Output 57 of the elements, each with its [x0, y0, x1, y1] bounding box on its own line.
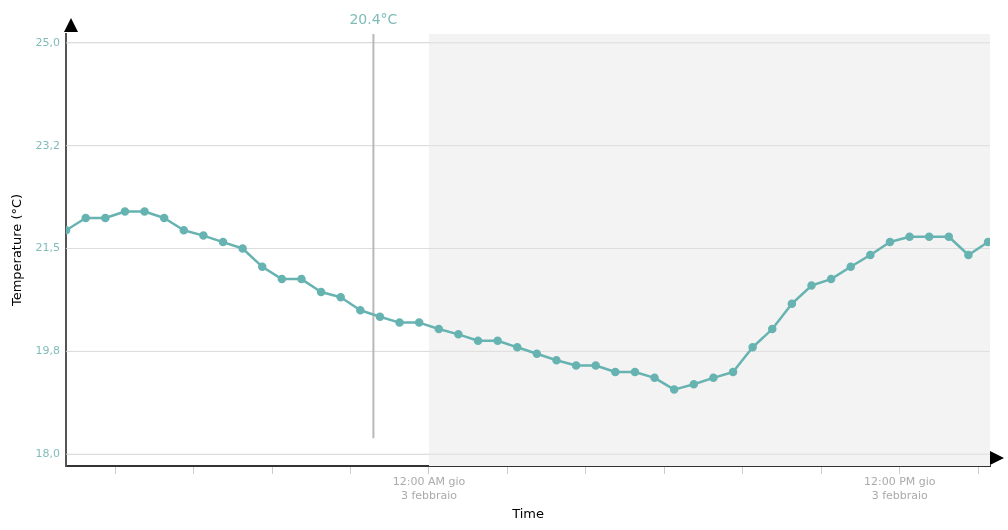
point	[964, 250, 973, 260]
point	[120, 207, 130, 216]
point	[866, 250, 875, 260]
point	[493, 336, 502, 346]
point	[258, 262, 267, 271]
point	[591, 361, 600, 370]
y-tick-label: 18,0	[35, 447, 61, 461]
point	[277, 274, 287, 284]
point	[375, 312, 385, 321]
point	[454, 330, 463, 339]
y-tick-label: 21,5	[35, 241, 61, 255]
point	[787, 299, 797, 309]
point	[571, 361, 581, 370]
point	[748, 343, 757, 352]
point	[983, 237, 990, 247]
point	[728, 367, 738, 377]
point	[611, 367, 620, 377]
point	[826, 274, 836, 284]
point	[669, 385, 679, 394]
point	[81, 213, 90, 223]
y-tick-label: 25,0	[35, 35, 61, 49]
point	[434, 324, 444, 334]
point	[944, 232, 954, 242]
point	[140, 207, 149, 216]
point	[395, 318, 404, 327]
point	[356, 306, 365, 315]
y-tick-label: 19,8	[35, 344, 61, 358]
point	[473, 336, 483, 346]
point	[218, 237, 228, 247]
point	[689, 380, 699, 389]
y-tick-label: 23,2	[35, 138, 61, 152]
point	[159, 213, 169, 223]
x-tick-label: 12:00 PM gio 3 febbraio	[863, 475, 936, 502]
ref-line-label: 20.4°C	[349, 11, 398, 27]
point	[179, 226, 189, 235]
point	[905, 232, 914, 242]
point	[650, 373, 659, 383]
point	[768, 324, 777, 334]
point	[630, 367, 640, 377]
point	[807, 281, 816, 290]
point	[414, 318, 424, 327]
x-axis-title: Time	[511, 505, 544, 521]
point	[532, 349, 542, 358]
x-tick-label: 12:00 AM gio 3 febbraio	[392, 475, 466, 502]
point	[513, 343, 522, 352]
point	[316, 287, 326, 297]
y-axis-title: Temperature (°C)	[9, 193, 25, 308]
point	[885, 237, 895, 247]
point	[709, 373, 718, 383]
point	[924, 232, 934, 242]
point	[846, 262, 855, 271]
point	[199, 231, 208, 240]
point	[552, 355, 561, 365]
point	[336, 293, 345, 302]
point	[238, 244, 247, 253]
point	[297, 274, 306, 284]
point	[101, 213, 110, 223]
